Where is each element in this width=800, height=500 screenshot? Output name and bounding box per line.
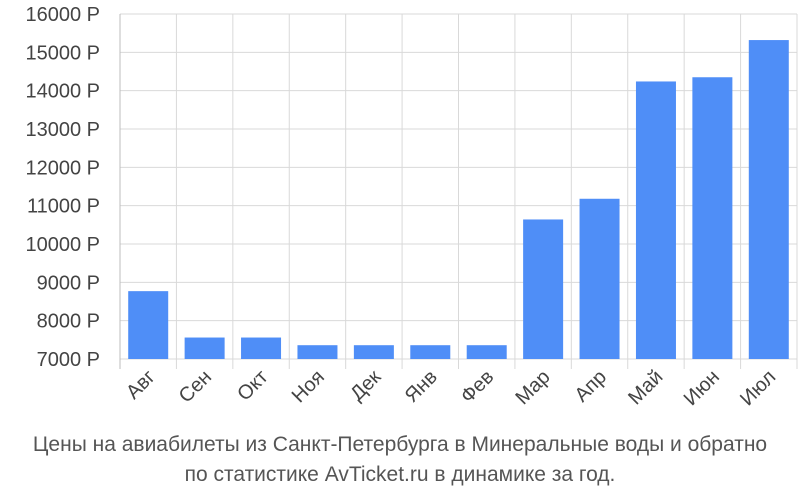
caption-line-2: по статистике AvTicket.ru в динамике за … [184,463,616,486]
x-tick-label: Окт [233,366,272,405]
bar-2 [184,337,225,359]
y-tick-label: 12000 Р [25,157,100,179]
y-tick-label: 16000 Р [25,4,100,26]
bar-12 [748,40,789,360]
bar-1 [128,291,169,359]
bar-6 [410,345,451,359]
y-tick-label: 9000 Р [37,272,100,294]
bar-10 [635,81,676,359]
y-tick-label: 10000 Р [25,234,100,256]
x-tick-label: Авг [122,366,160,404]
x-tick-label: Июл [736,366,780,410]
y-axis-ticks: 7000 Р 8000 Р 9000 Р 10000 Р 11000 Р 12000 Р 1… [25,4,100,371]
x-axis-ticks: Авг Сен Окт Ноя Дек Янв Фев Мар Апр Май Июн Июл [122,366,780,410]
x-tick-label: Янв [401,366,442,407]
y-tick-label: 7000 Р [37,349,100,371]
y-tick-label: 15000 Р [25,42,100,64]
bar-chart: 7000 Р 8000 Р 9000 Р 10000 Р 11000 Р 12000 Р 1… [25,4,798,410]
bar-9 [579,198,620,359]
caption-line-1: Цены на авиабилеты из Санкт-Петербурга в… [32,433,768,456]
y-tick-label: 8000 Р [37,311,100,333]
bar-5 [353,345,394,359]
gridlines [119,13,798,369]
y-tick-label: 11000 Р [27,196,100,218]
bar-11 [692,77,733,359]
x-tick-label: Май [624,366,667,409]
bar-4 [297,345,338,359]
x-tick-label: Апр [571,366,612,407]
x-tick-label: Дек [346,366,385,405]
bar-8 [523,219,564,359]
x-tick-label: Фев [457,366,499,408]
x-tick-label: Мар [511,366,554,409]
chart-caption: Цены на авиабилеты из Санкт-Петербурга в… [0,430,800,490]
y-tick-label: 14000 Р [25,81,100,103]
bar-7 [466,345,507,359]
bars [128,40,789,360]
x-tick-label: Ноя [288,366,329,407]
bar-3 [241,337,282,359]
x-tick-label: Сен [175,366,216,407]
y-tick-label: 13000 Р [25,119,100,141]
x-tick-label: Июн [680,366,724,410]
